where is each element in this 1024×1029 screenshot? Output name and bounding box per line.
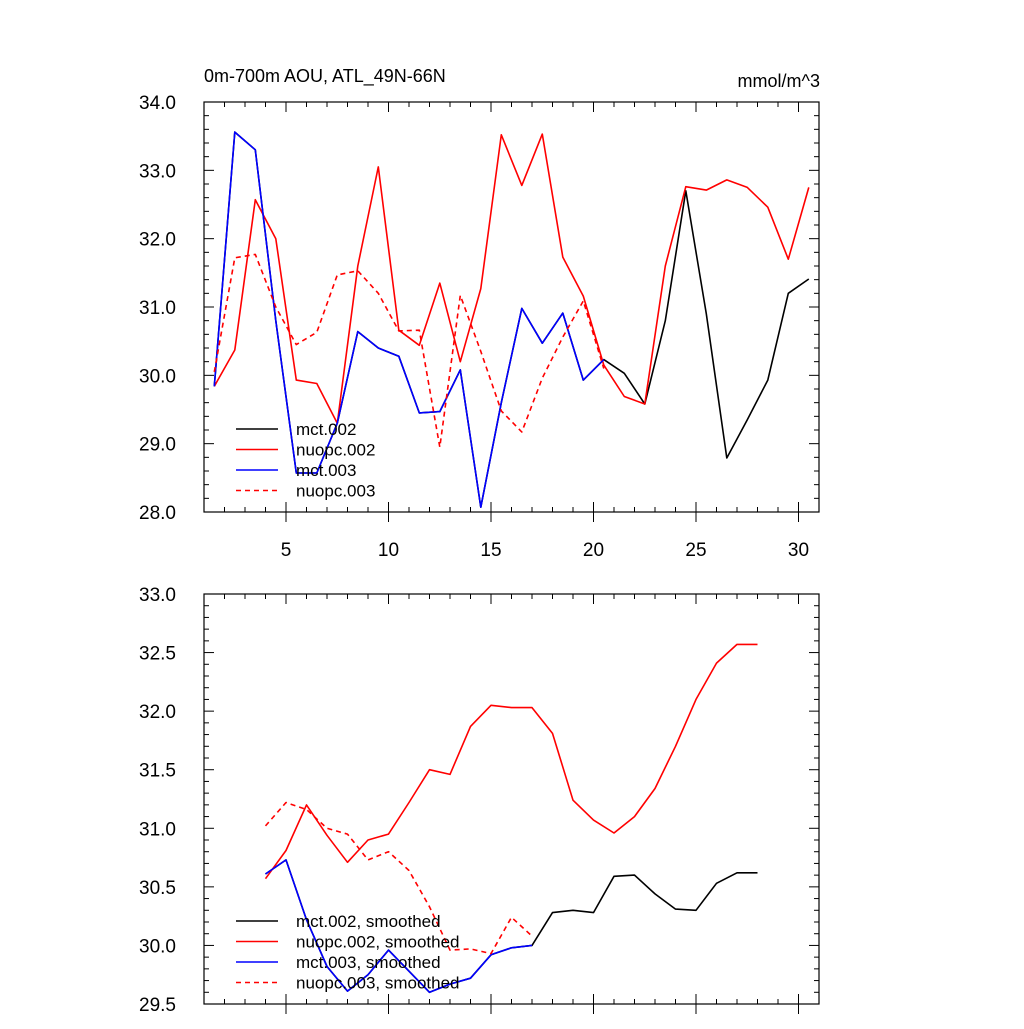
y-tick-label: 32.0	[139, 230, 176, 251]
x-tick-label: 30	[788, 540, 809, 561]
x-tick-label: 25	[685, 540, 706, 561]
top-panel: 0m-700m AOU, ATL_49N-66N mmol/m^3 28.0 29…	[139, 66, 820, 561]
y-tick-label: 30.0	[139, 366, 176, 387]
y-tick-label: 34.0	[139, 93, 176, 114]
y-tick-label: 32.0	[139, 702, 176, 723]
series-line-nuopc-003-smoothed	[264, 801, 533, 955]
series-line-nuopc-002-smoothed	[264, 643, 758, 880]
x-tick-label: 20	[583, 540, 604, 561]
legend-label: mct.002	[296, 420, 356, 439]
legend-label: nuopc.003	[296, 482, 375, 501]
y-tick-label: 31.0	[139, 819, 176, 840]
x-tick-label: 15	[480, 540, 501, 561]
series-line-nuopc-003	[213, 253, 605, 448]
series-line-mct-003	[213, 131, 605, 509]
y-tick-label: 29.0	[139, 435, 176, 456]
legend-label: nuopc.002	[296, 441, 375, 460]
y-tick-label: 31.0	[139, 298, 176, 319]
y-tick-label: 30.0	[139, 936, 176, 957]
y-tick-label: 29.5	[139, 995, 176, 1016]
series-line-mct-003-smoothed	[265, 859, 533, 994]
legend-label: mct.003	[296, 461, 356, 480]
bottom-legend: mct.002, smoothed nuopc.002, smoothedmct.…	[236, 912, 460, 993]
y-tick-label: 33.0	[139, 585, 176, 606]
top-panel-title: 0m-700m AOU, ATL_49N-66N	[204, 66, 446, 87]
x-tick-label: 5	[281, 540, 292, 561]
legend-label: nuopc.003, smoothed	[296, 974, 460, 993]
y-tick-label: 31.5	[139, 761, 176, 782]
series-line-nuopc-002	[213, 133, 810, 425]
y-tick-label: 32.5	[139, 644, 176, 665]
x-tick-label: 10	[378, 540, 399, 561]
y-tick-label: 28.0	[139, 503, 176, 524]
y-tick-label: 33.0	[139, 161, 176, 182]
legend-label: mct.003, smoothed	[296, 953, 441, 972]
legend-label: mct.002, smoothed	[296, 912, 441, 931]
y-tick-label: 30.5	[139, 878, 176, 899]
legend-label: nuopc.002, smoothed	[296, 933, 460, 952]
bottom-panel: 29.5 30.0 30.5 31.0 31.5 32.0 32.5 33.0 mct.002…	[139, 585, 820, 1016]
top-panel-units: mmol/m^3	[738, 71, 820, 91]
